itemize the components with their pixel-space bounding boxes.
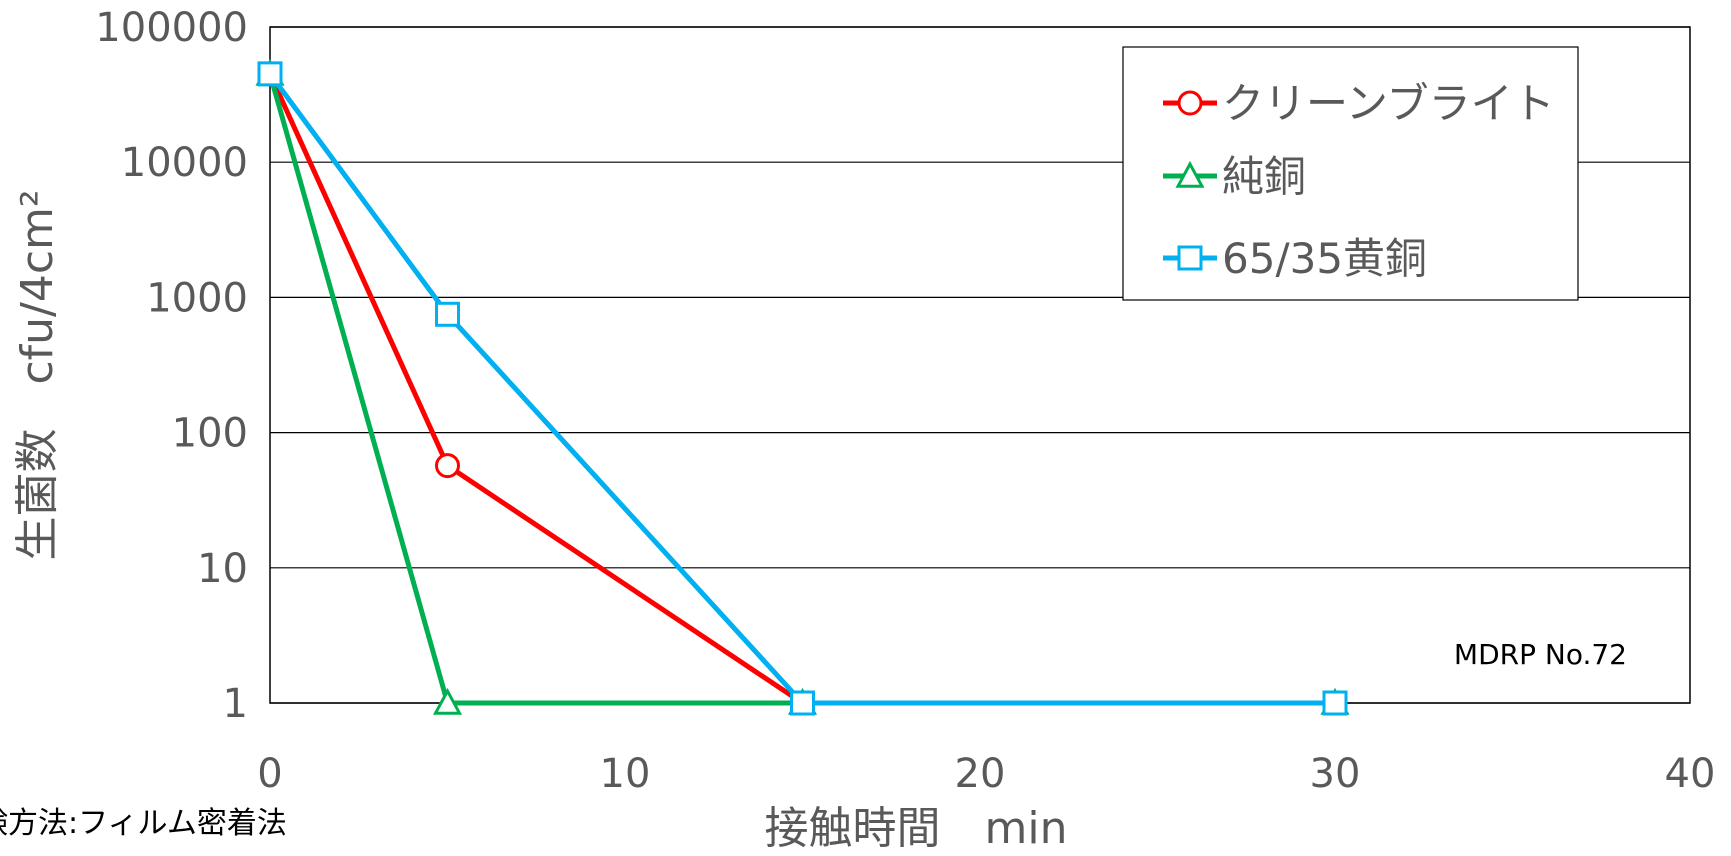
x-tick-label: 40 bbox=[1665, 751, 1716, 797]
x-tick-label: 20 bbox=[955, 751, 1006, 797]
data-point bbox=[435, 301, 460, 327]
legend-marker bbox=[1177, 245, 1203, 271]
series-group bbox=[255, 58, 1350, 716]
legend-label: クリーンブライト bbox=[1222, 79, 1555, 128]
x-axis-ticks: 0 10 20 30 40 bbox=[257, 751, 1715, 797]
y-tick-label: 1 bbox=[223, 681, 248, 727]
y-tick-label: 1000 bbox=[146, 275, 248, 321]
data-point bbox=[257, 61, 283, 87]
annotation-label: MDRP No.72 bbox=[1454, 638, 1627, 671]
legend-marker bbox=[1175, 160, 1205, 188]
method-note: 験方法:フィルム密着法 bbox=[0, 806, 287, 841]
y-axis-ticks: 1 10 100 1000 10000 100000 bbox=[95, 5, 248, 727]
series-2 bbox=[257, 61, 1348, 716]
x-tick-label: 0 bbox=[257, 751, 282, 797]
data-point bbox=[1322, 690, 1348, 716]
data-point bbox=[790, 690, 815, 716]
x-tick-label: 10 bbox=[600, 751, 651, 797]
x-axis-title: 接触時間 min bbox=[765, 803, 1068, 854]
y-tick-label: 100000 bbox=[95, 5, 248, 51]
data-point bbox=[432, 687, 463, 715]
legend-label: 65/35黄銅 bbox=[1222, 234, 1427, 283]
y-tick-label: 10000 bbox=[121, 140, 248, 186]
legend-label: 純銅 bbox=[1222, 152, 1306, 201]
y-tick-label: 100 bbox=[172, 411, 248, 457]
data-point bbox=[435, 453, 460, 479]
y-axis-title: 生菌数 cfu/4cm² bbox=[12, 189, 63, 560]
legend-marker bbox=[1177, 90, 1203, 116]
series-line bbox=[267, 72, 1335, 706]
x-tick-label: 30 bbox=[1310, 751, 1361, 797]
y-tick-label: 10 bbox=[197, 546, 248, 592]
